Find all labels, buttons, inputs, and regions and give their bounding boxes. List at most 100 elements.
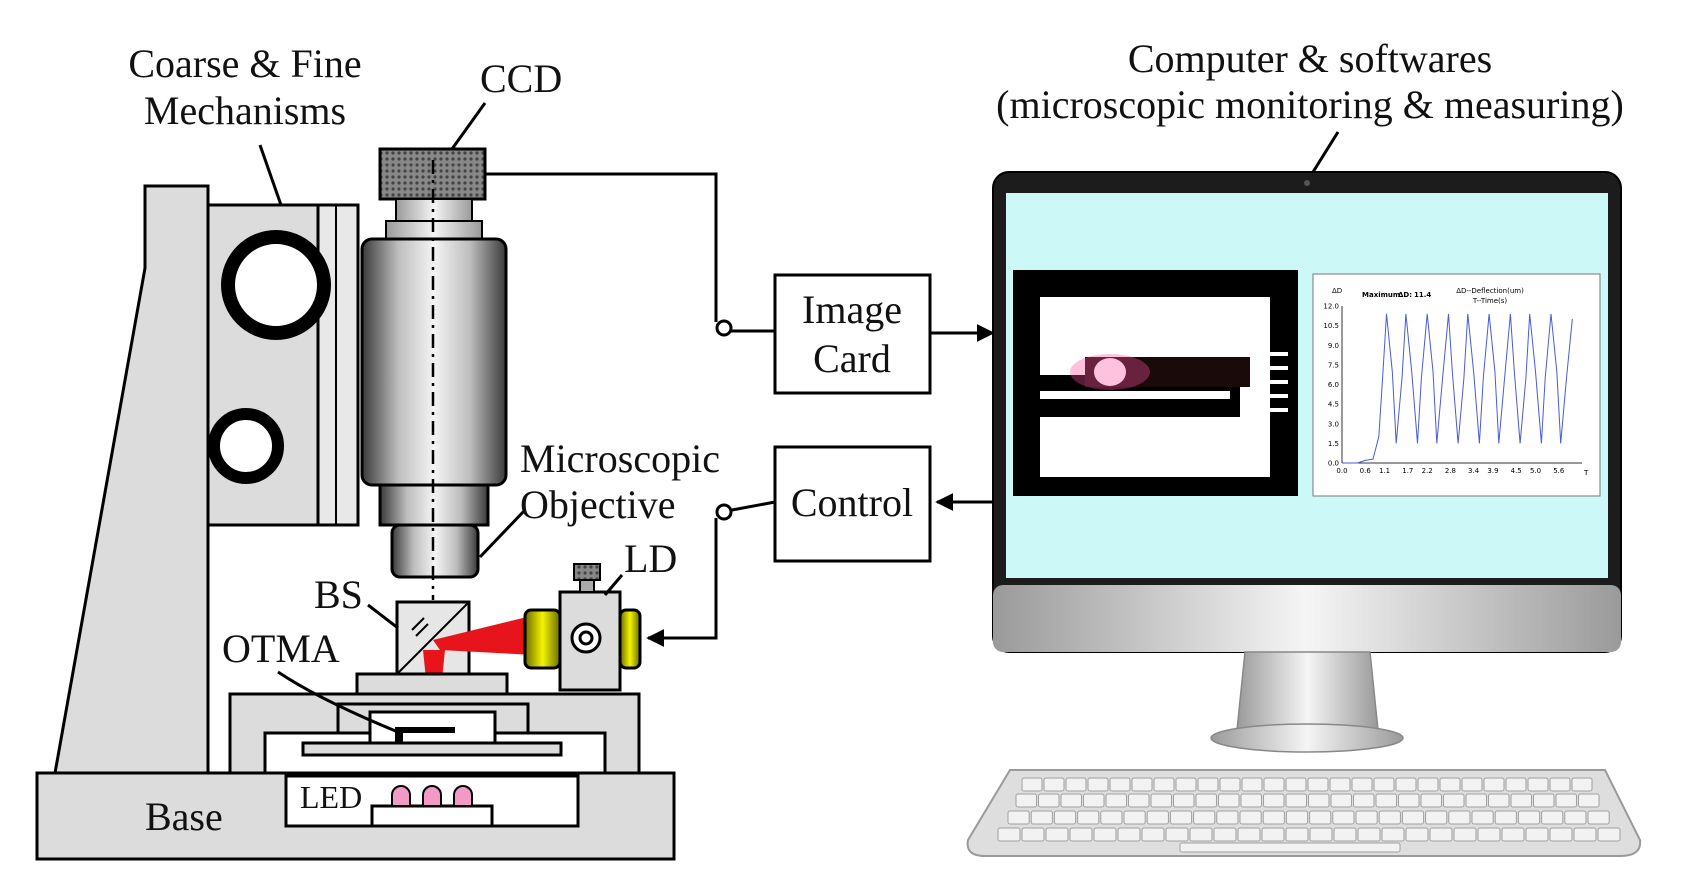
image-card-label-1: Image [802,287,902,332]
keyboard-key [1285,793,1307,808]
keyboard-key [1083,793,1105,808]
focus-rail [316,203,360,527]
plot-x-tick-label: 5.0 [1530,467,1541,475]
keyboard-key [1007,810,1030,825]
keyboard-key [1069,827,1093,842]
keyboard-key [1146,810,1169,825]
keyboard-key [1351,777,1373,792]
keyboard-key [1216,810,1239,825]
wire-ccd-to-card [485,172,718,322]
wire-control-node [715,503,733,521]
leader-computer [1311,131,1340,173]
keyboard-key [1332,810,1355,825]
label-otma: OTMA [222,626,340,671]
keyboard-key [1309,827,1333,842]
keyboard-key [1488,793,1510,808]
keyboard-key [1218,793,1240,808]
leader-ld [603,574,624,596]
plot-x-ticks: 0.0 0.6 1.1 1.7 2.2 2.8 3.4 3.9 4.5 5.0 5.6 [1336,467,1564,475]
keyboard-key [1329,777,1351,792]
keyboard-key [1263,777,1285,792]
plot-y-tick-label: 0.0 [1328,460,1339,468]
plot-x-tick-label: 2.8 [1445,467,1456,475]
led-3 [453,785,473,807]
keyboard-key [1373,777,1395,792]
plot-y-ticks: 0.0 1.5 3.0 4.5 6.0 7.5 9.0 10.5 12.0 [1323,303,1339,468]
keyboard-key [1285,827,1309,842]
keyboard-key [1109,777,1131,792]
keyboard-spacebar [1179,842,1401,853]
plot-y-tick-label: 3.0 [1328,420,1339,428]
keyboard-key [1053,810,1077,825]
keyboard-key [1150,793,1172,808]
ld-port-inner [578,630,594,646]
bs-mark-2 [415,623,429,637]
keyboard-key [1077,810,1100,825]
leader-coarse [258,144,283,206]
keyboard-key [1219,777,1241,792]
keyboard-key [1501,827,1525,842]
plot-x-tick-label: 0.6 [1360,467,1372,475]
ld-knob [573,563,601,581]
keyboard-key [1555,793,1577,808]
keyboard-key [1527,777,1549,792]
ld-lens-right [618,608,642,670]
plot-x-tick-label: 5.6 [1553,467,1565,475]
keyboard-key [1237,827,1261,842]
keyboard-key [1285,810,1309,825]
keyboard-keys [997,777,1621,853]
plot-y-tick-label: 4.5 [1328,401,1339,409]
keyboard-key [1549,827,1573,842]
keyboard-key [1169,810,1193,825]
keyboard-key [1021,827,1045,842]
keyboard-key [1597,827,1621,842]
keyboard-key [997,827,1021,842]
plot-bg [1312,273,1601,497]
keyboard-key [1525,827,1549,842]
keyboard-key [1564,810,1587,825]
keyboard-key [1195,793,1217,808]
keyboard-key [1240,793,1262,808]
connections [485,172,995,647]
keyboard-key [1453,827,1477,842]
keyboard-key [1505,777,1527,792]
keyboard-key [1131,777,1153,792]
plot-x-tick-label: 3.4 [1468,467,1480,475]
monitor-chin [993,585,1621,652]
keyboard-key [1587,810,1610,825]
plot-y-tick-label: 1.5 [1328,440,1339,448]
plot-max-value: 11.4 [1414,291,1431,299]
keyboard-key [1541,810,1564,825]
keyboard-key [1483,777,1505,792]
comb-tooth-5 [1270,408,1288,412]
plot-max-label: Maximum [1362,291,1400,299]
keyboard-key [1038,793,1060,808]
led-2 [422,785,442,807]
keyboard-key [1285,777,1307,792]
keyboard-key [1420,793,1442,808]
keyboard-key [1175,777,1197,792]
keyboard-key [1375,793,1397,808]
objective-lens [390,523,480,579]
keyboard-key [1060,793,1082,808]
webcam [1304,180,1310,186]
keyboard-key [1153,777,1175,792]
keyboard-key [1263,793,1285,808]
comb-tooth-1 [1270,352,1288,356]
plot-legend-2: T--Time(s) [1472,297,1508,305]
stand-column [53,184,210,775]
keyboard-key [1330,793,1352,808]
keyboard-key [1241,777,1263,792]
keyboard-key [1189,827,1213,842]
keyboard-key [1510,793,1532,808]
ld-lens-left [523,608,562,670]
keyboard-key [1353,793,1375,808]
led-1 [391,785,411,807]
keyboard-key [1465,793,1487,808]
keyboard-key [1309,810,1332,825]
leader-bs [367,603,399,630]
bs-mark-1 [411,617,425,631]
plot-x-tick-label: 1.1 [1379,467,1390,475]
label-bs: BS [314,572,363,617]
